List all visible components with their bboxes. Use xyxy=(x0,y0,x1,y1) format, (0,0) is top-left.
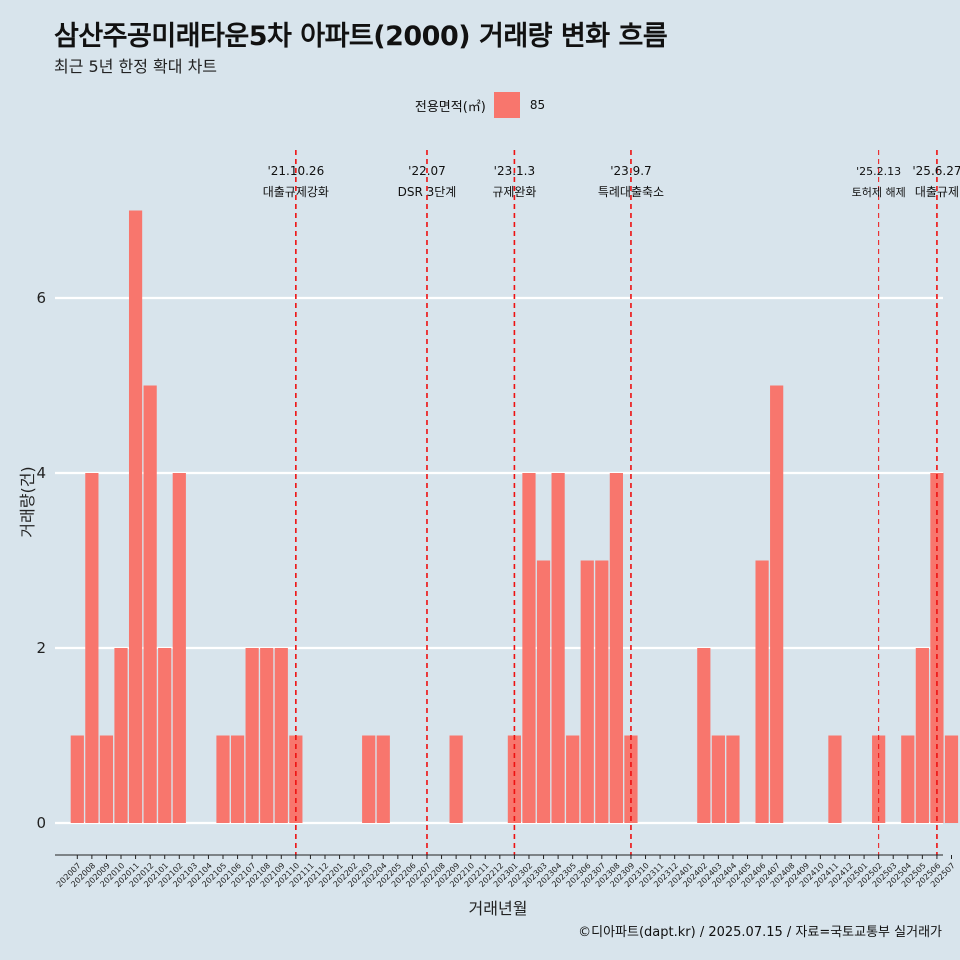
event-date-label: '25.2.13 xyxy=(856,165,901,178)
bar-202303 xyxy=(536,560,551,823)
bar-202110 xyxy=(289,735,303,823)
event-name-label: 대출규제 xyxy=(915,185,959,199)
event-name-label: 토허제 해제 xyxy=(852,185,906,199)
y-tick-label: 0 xyxy=(36,814,46,832)
bar-202306 xyxy=(580,560,594,823)
y-tick-label: 6 xyxy=(36,289,46,307)
legend-color-key xyxy=(493,92,520,118)
bar-202012 xyxy=(143,385,157,823)
bar-202105 xyxy=(216,735,230,823)
bar-202305 xyxy=(566,735,580,823)
event-name-label: 특례대출축소 xyxy=(598,185,664,199)
bar-202308 xyxy=(609,473,623,823)
bar-202411 xyxy=(828,735,842,823)
chart-title: 삼산주공미래타운5차 아파트(2000) 거래량 변화 흐름 xyxy=(54,21,668,52)
bar-202307 xyxy=(595,560,609,823)
y-tick-label: 2 xyxy=(36,639,46,657)
x-axis-title: 거래년월 xyxy=(469,899,528,918)
bar-202107 xyxy=(245,648,259,823)
legend: 전용면적(㎡) 85 xyxy=(0,92,960,118)
bar-202301 xyxy=(507,735,521,823)
bar-202011 xyxy=(128,210,143,823)
bar-202008 xyxy=(85,473,99,823)
legend-label: 85 xyxy=(529,98,546,112)
bar-202309 xyxy=(624,735,638,823)
bar-202404 xyxy=(726,735,740,823)
chart-subtitle: 최근 5년 한정 확대 차트 xyxy=(54,57,218,76)
bar-202504 xyxy=(901,735,915,823)
event-date-label: '23.9.7 xyxy=(610,164,651,178)
y-axis-title: 거래량(건) xyxy=(18,466,37,537)
bar-202109 xyxy=(274,648,288,823)
event-name-label: DSR 3단계 xyxy=(398,185,457,199)
bar-202507 xyxy=(944,735,959,823)
event-date-label: '25.6.27 xyxy=(912,164,960,178)
bar-202302 xyxy=(522,473,536,823)
event-name-label: 대출규제강화 xyxy=(263,185,329,199)
source-caption: ©디아파트(dapt.kr) / 2025.07.15 / 자료=국토교통부 실… xyxy=(578,925,942,940)
bar-202209 xyxy=(449,735,463,823)
bar-202101 xyxy=(158,648,172,823)
bar-202010 xyxy=(114,648,128,823)
event-date-label: '22.07 xyxy=(408,164,446,178)
bar-202007 xyxy=(70,735,84,823)
bar-202403 xyxy=(711,735,725,823)
bar-202406 xyxy=(755,560,769,823)
bar-202106 xyxy=(230,735,245,823)
bar-202204 xyxy=(376,735,390,823)
bar-202009 xyxy=(99,735,114,823)
bar-202402 xyxy=(697,648,711,823)
event-name-label: 규제완화 xyxy=(492,185,536,199)
y-tick-label: 4 xyxy=(36,464,46,482)
bar-202505 xyxy=(915,648,929,823)
event-date-label: '23.1.3 xyxy=(494,164,535,178)
bar-202304 xyxy=(551,473,565,823)
bar-202203 xyxy=(362,735,376,823)
bar-202108 xyxy=(260,648,274,823)
bar-202102 xyxy=(172,473,186,823)
legend-title: 전용면적(㎡) xyxy=(414,99,486,115)
bar-202502 xyxy=(872,735,886,823)
event-date-label: '21.10.26 xyxy=(267,164,324,178)
bar-202407 xyxy=(770,385,784,823)
